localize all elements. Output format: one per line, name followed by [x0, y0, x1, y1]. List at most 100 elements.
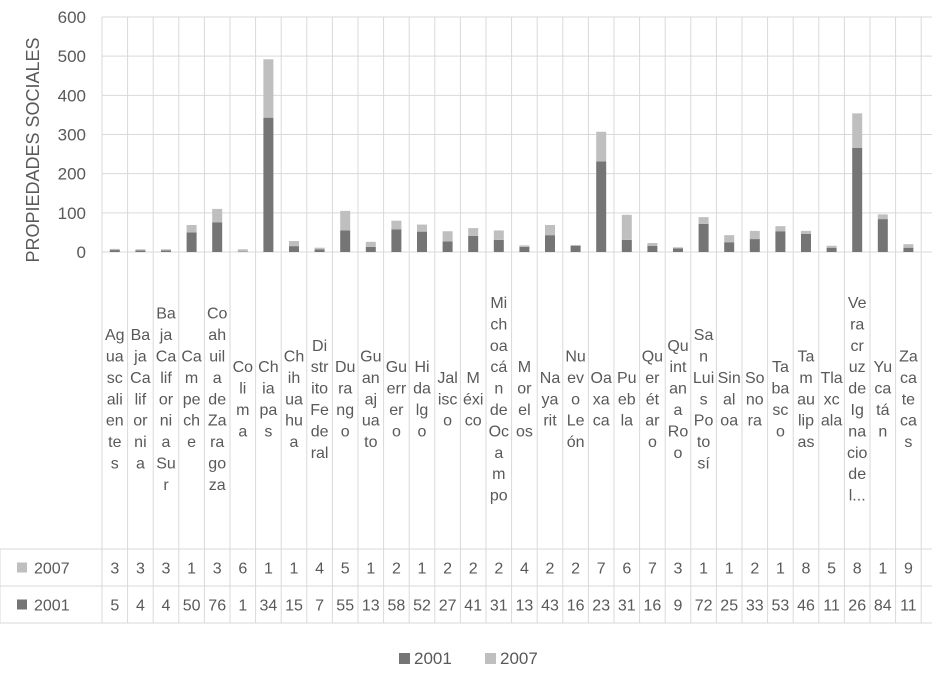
- category-label-line: s: [264, 423, 272, 440]
- category-label-line: Oc: [489, 423, 509, 440]
- category-label-line: de: [311, 423, 329, 440]
- category-label-line: co: [465, 413, 482, 430]
- bar-2007: [161, 249, 171, 251]
- category-label-line: da: [413, 381, 431, 398]
- bar-2001: [621, 239, 632, 252]
- category-label-line: na: [848, 423, 866, 440]
- y-axis: 0 100 200 300 400 500 600: [58, 8, 86, 262]
- table-cell: 3: [136, 561, 145, 578]
- category-label-line: a: [290, 434, 299, 451]
- bar-2007: [519, 245, 530, 247]
- category-label-line: ih: [288, 370, 300, 387]
- category-label-line: Su: [156, 456, 176, 473]
- table-cell: 72: [695, 598, 713, 615]
- category-label-line: Za: [899, 349, 918, 366]
- category-label-line: n: [878, 423, 887, 440]
- category-label-line: uz: [849, 359, 866, 376]
- category-label-line: m: [492, 466, 505, 483]
- category-label-line: xc: [824, 391, 840, 408]
- y-tick-label: 100: [58, 204, 86, 223]
- category-label-line: cá: [490, 359, 507, 376]
- category-label-line: m: [185, 370, 198, 387]
- category-label-line: ra: [210, 434, 224, 451]
- bar-2001: [596, 161, 607, 252]
- table-cell: 2: [546, 561, 555, 578]
- bar-2001: [570, 245, 581, 252]
- table-cell: 26: [848, 598, 866, 615]
- category-label-line: Ag: [105, 327, 125, 344]
- category-label-line: Ba: [131, 327, 151, 344]
- category-label-line: str: [311, 359, 329, 376]
- category-label-line: ca: [900, 370, 917, 387]
- bar-2001: [673, 248, 683, 252]
- table-cell: 1: [187, 561, 196, 578]
- bar-2007: [135, 249, 146, 251]
- bar-2007: [442, 231, 453, 242]
- category-label-line: Mi: [490, 295, 507, 312]
- table-cell: 1: [725, 561, 734, 578]
- table-cell: 2: [392, 561, 401, 578]
- bar-2007: [391, 220, 402, 230]
- bar-2001: [801, 233, 811, 252]
- category-label-line: el: [518, 402, 530, 419]
- category-label-line: lip: [798, 413, 814, 430]
- table-cell: 31: [490, 598, 508, 615]
- bar-2007: [109, 248, 120, 251]
- table-series-name: 2007: [34, 561, 70, 578]
- category-label-line: o: [674, 445, 683, 462]
- bar-2001: [826, 247, 837, 252]
- category-label-line: Tla: [820, 370, 842, 387]
- bar-2001: [109, 250, 120, 252]
- table-cell: 76: [208, 598, 226, 615]
- category-label-line: ch: [183, 413, 200, 430]
- category-label-line: ét: [646, 391, 660, 408]
- category-label-line: ua: [106, 349, 124, 366]
- table-cell: 7: [597, 561, 606, 578]
- category-label-line: cr: [851, 338, 865, 355]
- bar-2001: [365, 246, 376, 252]
- category-label-line: ya: [542, 391, 559, 408]
- table-cell: 33: [746, 598, 764, 615]
- category-label-line: sc: [107, 370, 123, 387]
- category-label-line: ar: [645, 413, 660, 430]
- category-label-line: Sa: [694, 327, 714, 344]
- bar-2001: [417, 231, 427, 252]
- category-label-line: a: [136, 456, 145, 473]
- category-label-line: or: [159, 391, 174, 408]
- category-label-line: ra: [850, 316, 864, 333]
- table-cell: 6: [622, 561, 631, 578]
- category-label-line: ni: [134, 434, 146, 451]
- category-label-line: o: [648, 434, 657, 451]
- table-cell: 84: [874, 598, 892, 615]
- bar-2007: [212, 208, 223, 223]
- category-label-line: ja: [159, 327, 173, 344]
- category-label-line: Di: [312, 338, 327, 355]
- category-label-line: de: [490, 402, 508, 419]
- category-label-line: o: [571, 391, 580, 408]
- table-cell: 2: [494, 561, 503, 578]
- category-label-line: or: [517, 381, 532, 398]
- category-label-line: eb: [618, 391, 636, 408]
- category-label-line: Hi: [414, 359, 429, 376]
- category-label-line: er: [645, 370, 660, 387]
- bar-2001: [135, 250, 146, 252]
- bar-2007: [237, 249, 248, 252]
- table-cell: 9: [674, 598, 683, 615]
- table-cell: 4: [162, 598, 171, 615]
- category-label-line: Oa: [591, 370, 612, 387]
- category-label-line: int: [670, 359, 687, 376]
- table-cell: 1: [264, 561, 273, 578]
- bar-2001: [775, 231, 786, 252]
- category-label-line: Ch: [284, 349, 304, 366]
- category-label-line: M: [518, 359, 531, 376]
- category-label-line: ua: [362, 413, 380, 430]
- y-tick-label: 200: [58, 165, 86, 184]
- category-label-line: éxi: [463, 391, 483, 408]
- bar-2007: [801, 230, 811, 234]
- data-table: 2007 3 3 3 1 3 6 1 1 4 5 1 2 1 2 2 2 4 2 2 7 6 7 3 1 1 2 1 8 5 8 1 92001…: [17, 561, 917, 615]
- category-label-line: s: [904, 434, 912, 451]
- category-label-line: m: [799, 370, 812, 387]
- category-label-line: isc: [438, 391, 458, 408]
- gridlines: [0, 16, 932, 624]
